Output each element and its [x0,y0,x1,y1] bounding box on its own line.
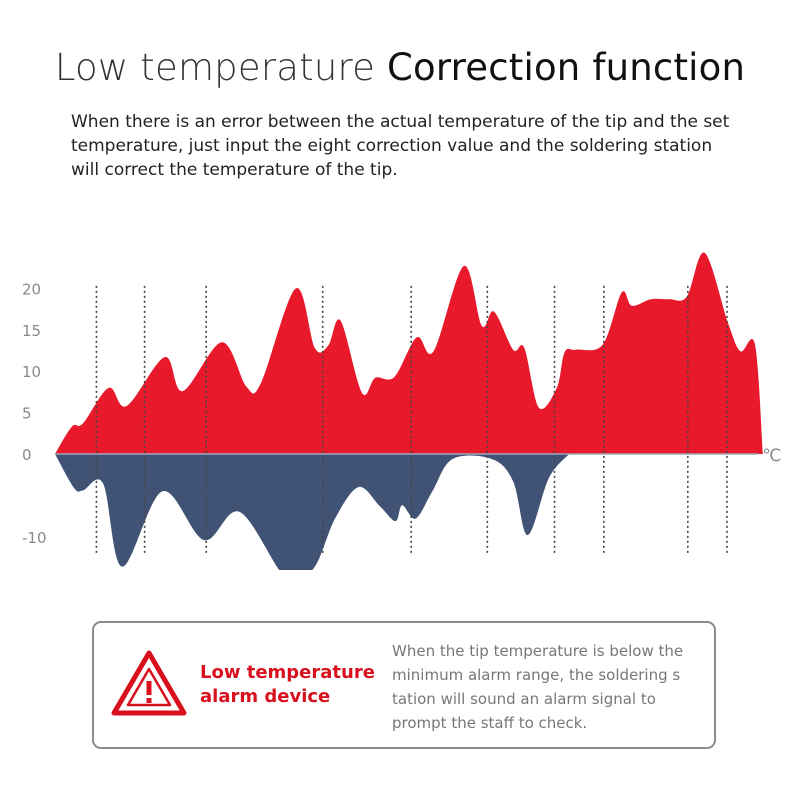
page-title: Low temperature Correction function [0,46,800,89]
y-tick-label: 15 [22,322,41,340]
warning-triangle-icon [111,650,187,716]
alarm-card: Low temperature alarm device When the ti… [92,621,716,749]
y-tick-label: 0 [22,446,32,464]
positive-area [55,252,763,454]
title-bold: Correction function [387,46,746,89]
unit-label: ℃ [762,446,781,466]
alarm-title: Low temperature alarm device [200,662,375,707]
y-tick-label: -10 [22,529,47,547]
y-tick-label: 20 [22,280,41,298]
negative-area [55,454,570,570]
y-tick-label: 10 [22,363,41,381]
intro-paragraph: When there is an error between the actua… [71,112,730,180]
y-tick-label: 5 [22,405,32,423]
alarm-description: When the tip temperature is below the mi… [392,642,684,732]
title-light: Low temperature [54,46,376,89]
